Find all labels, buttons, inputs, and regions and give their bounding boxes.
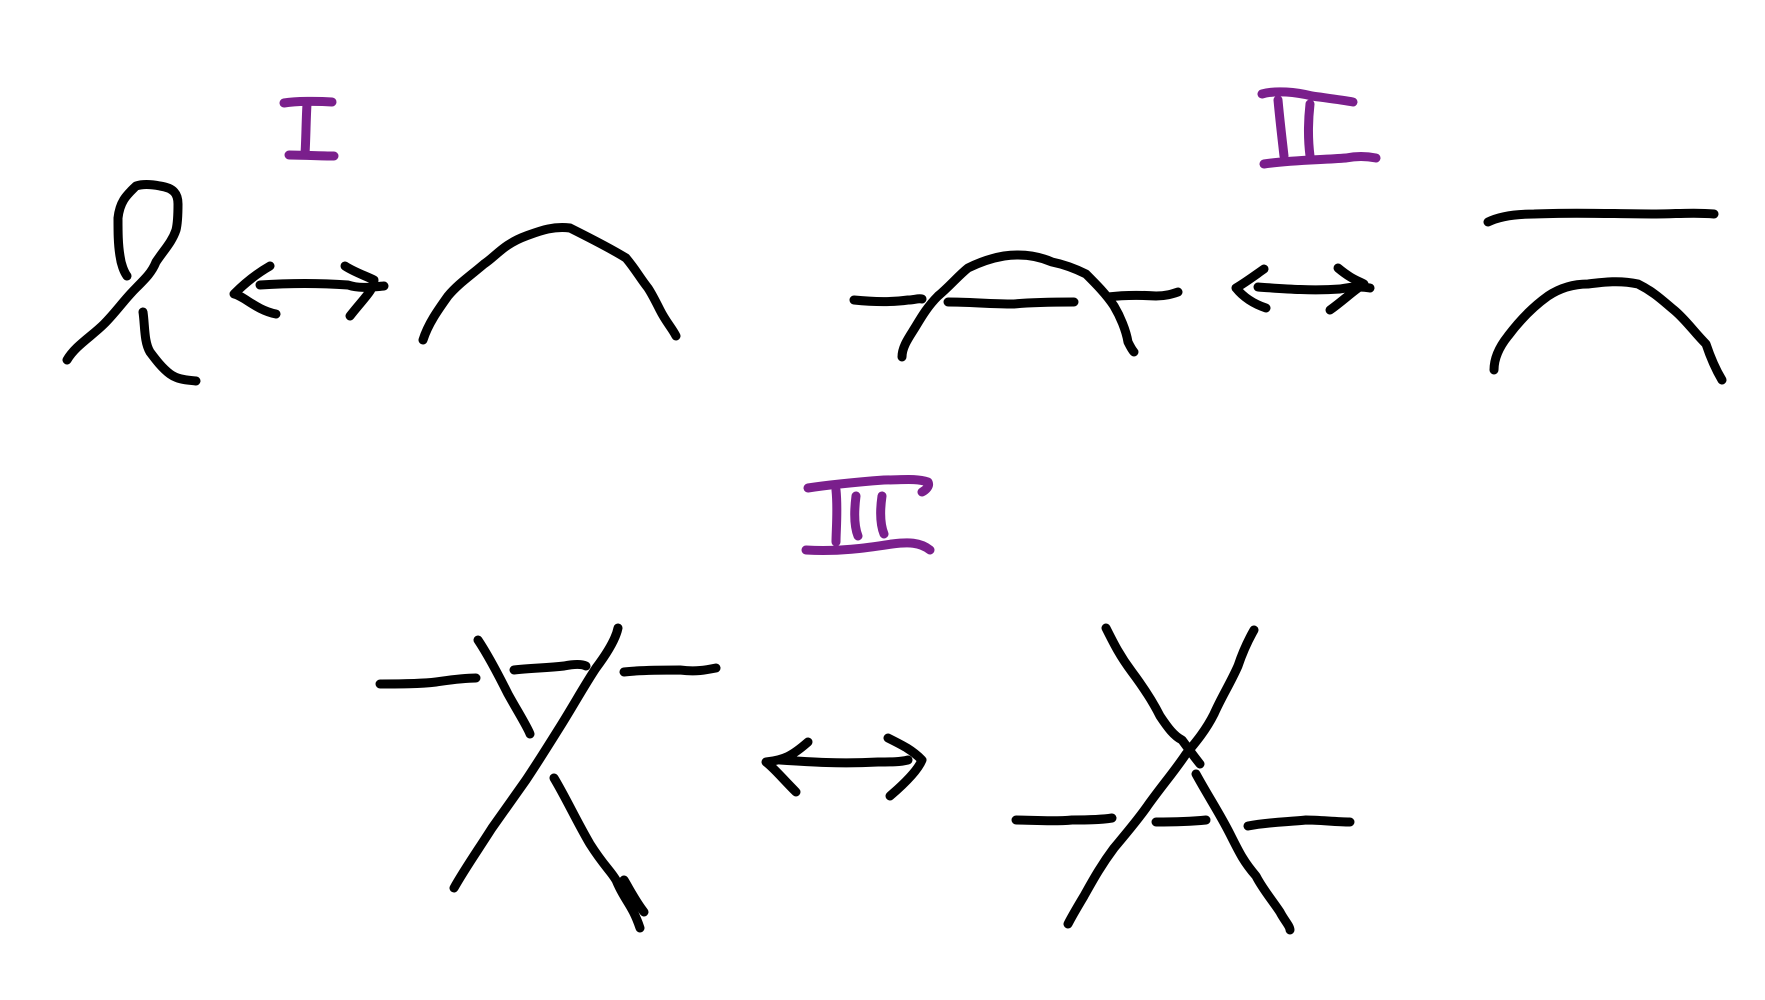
move-1-right-arc-strand — [418, 223, 681, 345]
move-3-left-triple-crossing — [375, 623, 721, 933]
move-3-right-triple-crossing — [1011, 623, 1355, 935]
move-3-double-arrow-icon — [761, 733, 927, 801]
move-2-left-overlapping-strands — [849, 250, 1183, 362]
move-1-label-icon — [279, 96, 339, 161]
move-1 — [62, 96, 681, 386]
move-3-label-icon — [801, 475, 935, 556]
move-1-left-twisted-strand — [62, 180, 201, 386]
move-2-double-arrow-icon — [1231, 263, 1375, 315]
move-2 — [849, 87, 1727, 385]
move-2-right-separated-strands — [1483, 208, 1727, 385]
move-2-label-icon — [1257, 87, 1381, 169]
move-1-double-arrow-icon — [229, 261, 389, 321]
move-3 — [375, 475, 1355, 935]
